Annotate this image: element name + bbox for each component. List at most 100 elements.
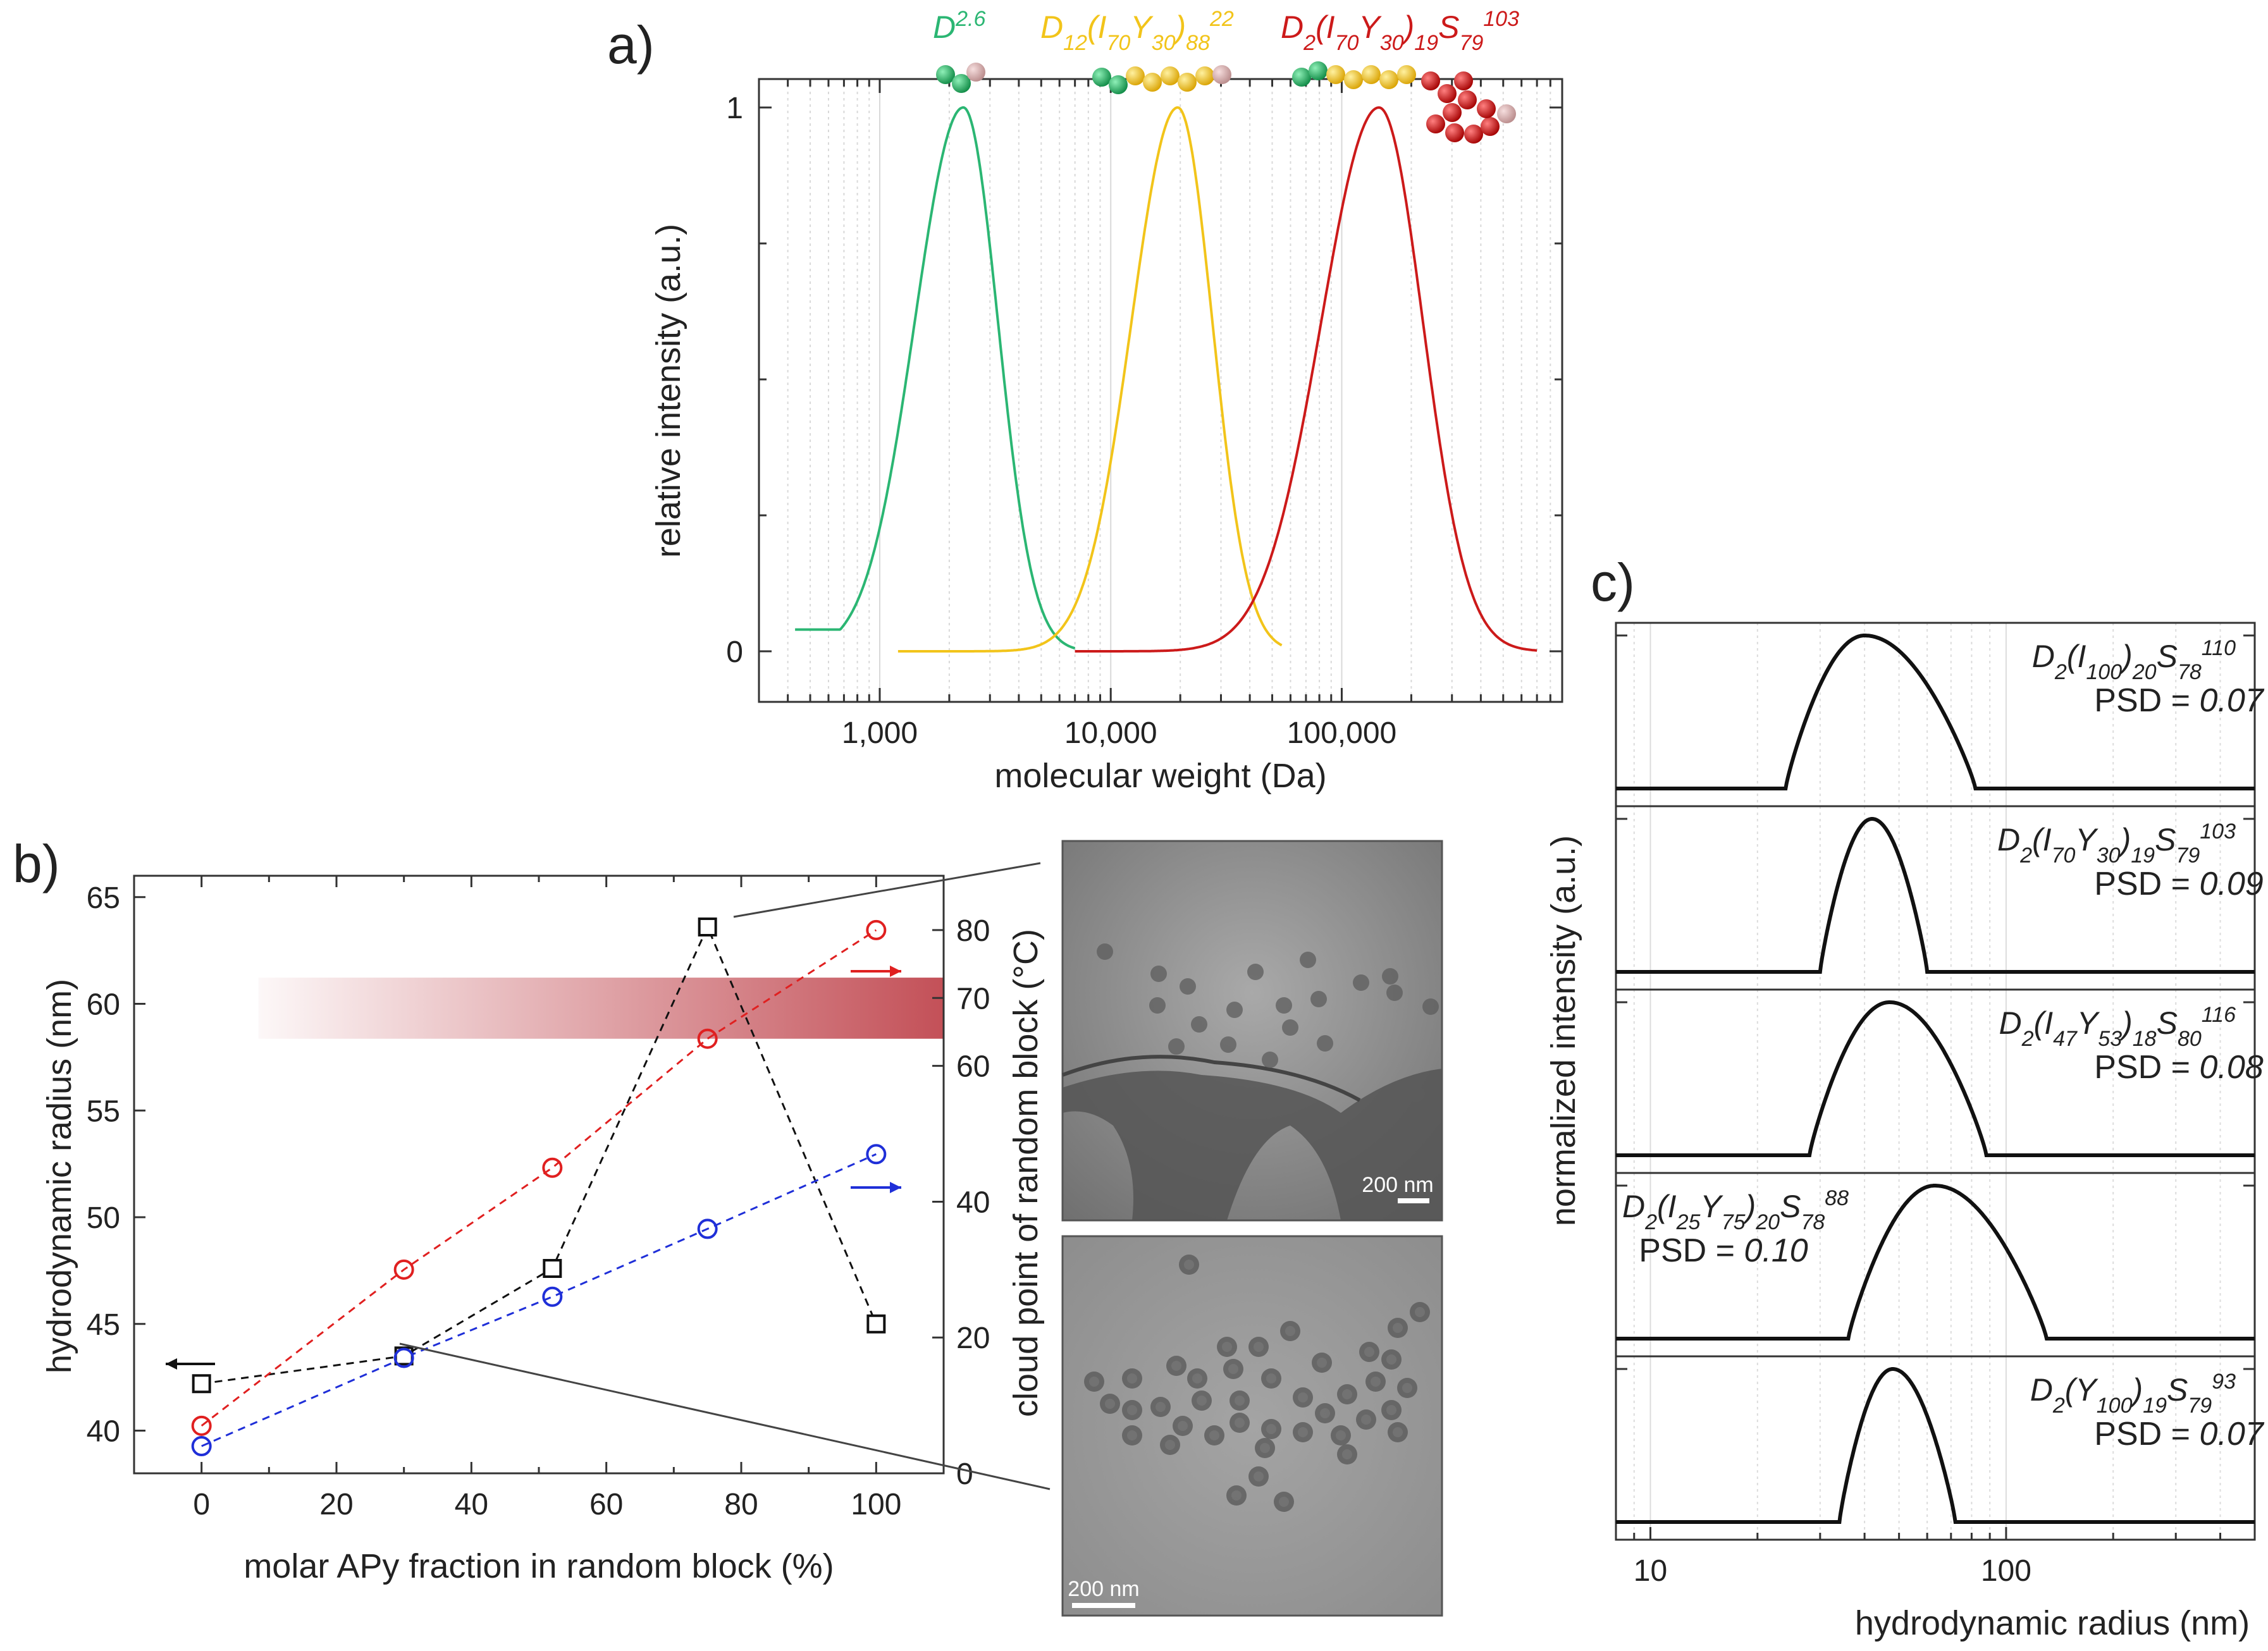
- bead-icon: [1477, 99, 1496, 118]
- panel-c-ylabel: normalized intensity (a.u.): [1544, 835, 1582, 1226]
- series-label: D2(Y100)19S7993: [2030, 1370, 2236, 1418]
- series-label-d12: D12(I70Y30)8822: [1040, 7, 1234, 55]
- panel-b-xlabel: molar APy fraction in random block (%): [243, 1547, 834, 1585]
- bead-icon: [1497, 104, 1516, 123]
- series-line: [1616, 817, 2255, 974]
- data-point: [393, 1259, 414, 1280]
- x-tick-label: 20: [319, 1488, 353, 1521]
- bead-icon: [1109, 75, 1128, 94]
- panel-a-ylabel: relative intensity (a.u.): [650, 224, 687, 558]
- series-label: D2(I25Y75)20S7888: [1622, 1186, 1849, 1234]
- label-part: ): [1401, 9, 1415, 45]
- label-part: 22: [1209, 7, 1234, 31]
- bead-icon: [1445, 123, 1464, 142]
- y-tick-label-left: 55: [87, 1095, 120, 1128]
- x-tick-label: 10,000: [1064, 716, 1157, 750]
- series-line: [897, 106, 1283, 653]
- scale-bar-label-bottom: 200 nm: [1068, 1577, 1139, 1601]
- psd-label: PSD = 0.07: [2094, 1416, 2264, 1452]
- label-part: 70: [1106, 31, 1130, 55]
- bead-icon: [1362, 65, 1381, 84]
- axis-arrow-head: [890, 1182, 901, 1193]
- series-line: [1616, 1367, 2255, 1524]
- label-part: ): [1173, 9, 1186, 45]
- label-sup: 2.6: [955, 7, 985, 31]
- panel-c-letter: c): [1591, 553, 1635, 612]
- y-tick-label-right: 0: [956, 1458, 973, 1491]
- bead-icon: [1421, 71, 1440, 90]
- y-tick-label-left: 60: [87, 988, 120, 1022]
- series-label: D2(I100)20S78110: [2032, 636, 2236, 684]
- bead-icon: [1309, 61, 1328, 80]
- y-tick-label-left: 45: [87, 1308, 120, 1342]
- x-tick-label: 100,000: [1287, 716, 1397, 750]
- data-point: [192, 1374, 211, 1394]
- data-point: [866, 919, 887, 940]
- label-part: D: [1281, 9, 1303, 45]
- series-label: D2(I47Y53)18S80116: [1999, 1003, 2236, 1051]
- panel-c-ticks: 10 100: [1615, 1527, 2256, 1588]
- panel-c-xlabel: hydrodynamic radius (nm): [1855, 1604, 2250, 1642]
- x-tick-label: 1,000: [842, 716, 918, 750]
- panel-a-letter: a): [607, 15, 655, 75]
- panel-b-axis-arrows: [166, 966, 901, 1370]
- y-tick-label: 0: [726, 635, 743, 669]
- series-label-d26: D2.6: [933, 7, 985, 45]
- label-part: Y: [1130, 9, 1154, 45]
- x-tick-label: 80: [724, 1488, 758, 1521]
- bead-icon: [952, 74, 971, 93]
- zoom-line-bottom: [399, 1342, 1051, 1490]
- bead-icon: [1443, 103, 1462, 122]
- panel-b-markers: [191, 918, 887, 1457]
- label-part: 79: [1459, 31, 1483, 55]
- panel-b-ylabel-left: hydrodynamic radius (nm): [40, 979, 78, 1373]
- series-line: [1075, 106, 1538, 653]
- bead-icon: [1426, 114, 1445, 133]
- bead-icon: [1126, 66, 1145, 85]
- label-part: 70: [1335, 31, 1359, 55]
- label-part: 12: [1063, 31, 1087, 55]
- label-base: D: [933, 9, 956, 45]
- scale-bar-label-top: 200 nm: [1362, 1173, 1433, 1197]
- data-point: [697, 1218, 718, 1239]
- series-line: [1616, 1000, 2255, 1157]
- panel-b: b) 0 20 40 60 80 100 40 45 50 55 60 65 0 20 40 60 70 80 m…: [13, 834, 1443, 1617]
- x-tick-label: 10: [1634, 1554, 1667, 1588]
- series-line: [795, 106, 1076, 650]
- x-tick-label: 60: [589, 1488, 623, 1521]
- y-tick-label-left: 40: [87, 1415, 120, 1449]
- x-tick-label: 100: [1981, 1554, 2031, 1588]
- y-tick-label-left: 50: [87, 1201, 120, 1235]
- y-tick-label: 1: [726, 92, 743, 125]
- bead-icon: [966, 63, 985, 82]
- bead-icon: [936, 65, 955, 84]
- tem-image-bottom: 200 nm: [1061, 1235, 1443, 1617]
- label-part: 19: [1414, 31, 1438, 55]
- series-line: [1616, 634, 2255, 790]
- label-part: 103: [1483, 7, 1519, 31]
- data-point: [393, 1347, 414, 1368]
- psd-label: PSD = 0.08: [2094, 1049, 2263, 1086]
- panel-b-ticks: 0 20 40 60 80 100 40 45 50 55 60 65 0 20 40 60 70 80: [87, 876, 990, 1521]
- y-tick-label-right: 60: [956, 1050, 990, 1084]
- bead-icon: [1212, 65, 1231, 84]
- label-part: (I: [1087, 9, 1107, 45]
- label-part: 30: [1152, 31, 1176, 55]
- data-point: [191, 1436, 212, 1457]
- panel-a-ticks: 1,000 10,000 100,000 0 1: [726, 79, 1563, 750]
- data-point: [542, 1286, 563, 1307]
- panel-a-curves: [795, 106, 1538, 653]
- panel-a-gridlines: [758, 79, 1563, 702]
- label-part: S: [1438, 9, 1459, 45]
- y-tick-label-right: 20: [956, 1322, 990, 1355]
- data-point: [191, 1415, 212, 1436]
- bead-icon: [1454, 71, 1473, 90]
- bead-icon: [1292, 68, 1311, 87]
- bead-icon: [1195, 66, 1214, 85]
- data-point: [866, 1314, 886, 1334]
- psd-label: PSD = 0.10: [1639, 1232, 1808, 1269]
- panel-a-xlabel: molecular weight (Da): [994, 757, 1326, 795]
- bead-icon: [1143, 73, 1162, 92]
